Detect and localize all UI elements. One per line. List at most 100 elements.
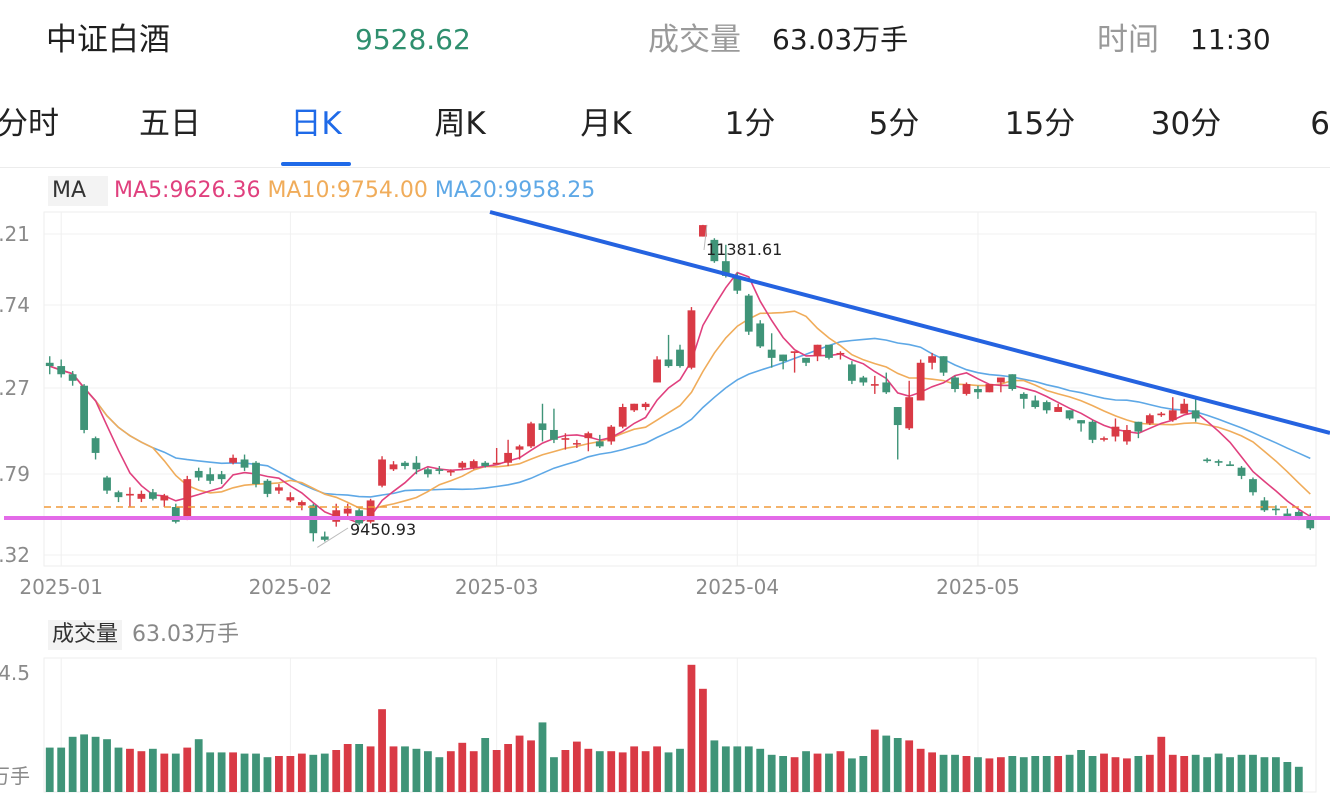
quote-header: 中证白酒 9528.62 成交量 63.03万手 时间 11:30 (0, 0, 1330, 82)
volume-bar-down (309, 754, 318, 792)
candle-up (1157, 413, 1166, 416)
volume-bar-up (905, 740, 914, 792)
volume-bar-down (148, 748, 157, 792)
candle-down (80, 385, 89, 430)
candle-down (1042, 402, 1051, 411)
volume-bar-down (401, 746, 409, 792)
candle-down (1031, 400, 1040, 408)
x-tick-label: 2025-01 (19, 575, 103, 599)
volume-bar-down (355, 744, 364, 792)
candle-down (1283, 513, 1292, 517)
candle-down (1088, 421, 1097, 440)
tab-monthly-k[interactable]: 月K (580, 106, 632, 142)
candle-up (1100, 438, 1108, 440)
candle-up (515, 446, 524, 450)
candle-down (710, 239, 719, 262)
candle-down (951, 377, 959, 389)
volume-bar-down (194, 739, 203, 792)
tab-five-day[interactable]: 五日 (139, 106, 201, 142)
volume-bar-down (412, 748, 421, 792)
volume-bar-down (103, 739, 111, 792)
volume-indicator-selector[interactable]: 成交量 (48, 620, 123, 650)
volume-bar-up (504, 744, 513, 792)
candle-down (767, 349, 776, 358)
tab-daily-k[interactable]: 日K (290, 106, 342, 142)
volume-value: 63.03万手 (772, 23, 909, 56)
volume-bar-down (550, 757, 558, 792)
high-annotation-label: 11381.61 (706, 240, 782, 259)
volume-bar-up (286, 756, 295, 792)
volume-bar-up (1123, 758, 1131, 792)
volume-bar-down (45, 747, 54, 792)
volume-bar-up (962, 756, 971, 792)
candle-down (103, 477, 111, 491)
volume-bar-up (836, 751, 845, 792)
candle-down (206, 474, 215, 481)
volume-bar-down (80, 734, 89, 792)
x-tick-label: 2025-03 (455, 575, 539, 599)
volume-axis-unit-label: 万手 (0, 764, 30, 788)
candle-down (91, 438, 100, 453)
y-tick-label: .27 (0, 376, 30, 400)
candle-up (790, 351, 799, 353)
volume-bar-up (813, 753, 822, 792)
candle-down (847, 364, 856, 381)
volume-bar-down (721, 746, 730, 792)
volume-bar-up (1054, 756, 1063, 792)
volume-bar-up (527, 740, 535, 792)
candle-up (985, 384, 994, 393)
tab-15min[interactable]: 15分 (1004, 106, 1076, 142)
tab-30min[interactable]: 30分 (1150, 106, 1222, 142)
candle-up (1145, 415, 1154, 424)
volume-bar-down (1065, 754, 1074, 792)
candle-up (137, 493, 146, 499)
ma-indicator-selector[interactable]: MA (48, 176, 109, 206)
candle-up (572, 443, 581, 445)
volume-bar-down (664, 752, 673, 792)
volume-bar-up (469, 751, 478, 792)
low-annotation-label: 9450.93 (350, 520, 416, 539)
volume-bar-up (1168, 754, 1177, 792)
volume-bar-up (446, 751, 455, 792)
volume-bar-down (171, 753, 180, 792)
volume-bar-down (91, 736, 100, 792)
candle-up (504, 452, 513, 463)
candle-down (779, 354, 788, 362)
candle-down (974, 389, 982, 393)
candle-up (527, 423, 535, 447)
candle-down (435, 469, 444, 471)
candle-down (1306, 516, 1315, 529)
volume-bar-up (996, 757, 1005, 792)
volume-bar-down (320, 753, 329, 792)
high-annotation-leader (703, 224, 708, 251)
volume-bar-down (1077, 750, 1085, 792)
volume-bar-up (126, 748, 134, 792)
volume-bar-up (584, 748, 593, 792)
volume-bar-down (1260, 757, 1269, 792)
tab-weekly-k[interactable]: 周K (434, 106, 486, 142)
volume-bar-down (676, 748, 684, 792)
candle-up (687, 310, 696, 368)
candle-down (1294, 511, 1303, 517)
volume-bar-down (951, 754, 959, 792)
volume-bar-up (985, 758, 994, 792)
y-tick-label: .32 (0, 543, 30, 567)
volume-bar-down (939, 754, 948, 792)
tab-5min[interactable]: 5分 (868, 106, 920, 142)
volume-bar-down (1271, 757, 1280, 792)
volume-bar-down (1019, 757, 1028, 792)
y-tick-label: .21 (0, 222, 30, 246)
volume-bar-down (1237, 754, 1246, 792)
candle-up (126, 493, 134, 496)
volume-bar-down (1088, 756, 1097, 792)
candle-down (1134, 421, 1143, 432)
tab-1min[interactable]: 1分 (724, 106, 776, 142)
tab-intraday[interactable]: 分时 (0, 106, 59, 142)
candle-down (401, 462, 409, 467)
tab-60min[interactable]: 60 (1310, 106, 1330, 142)
candle-down (423, 469, 432, 475)
volume-bar-down (481, 738, 490, 792)
candle-down (1019, 393, 1028, 399)
volume-bar-up (1100, 753, 1108, 792)
